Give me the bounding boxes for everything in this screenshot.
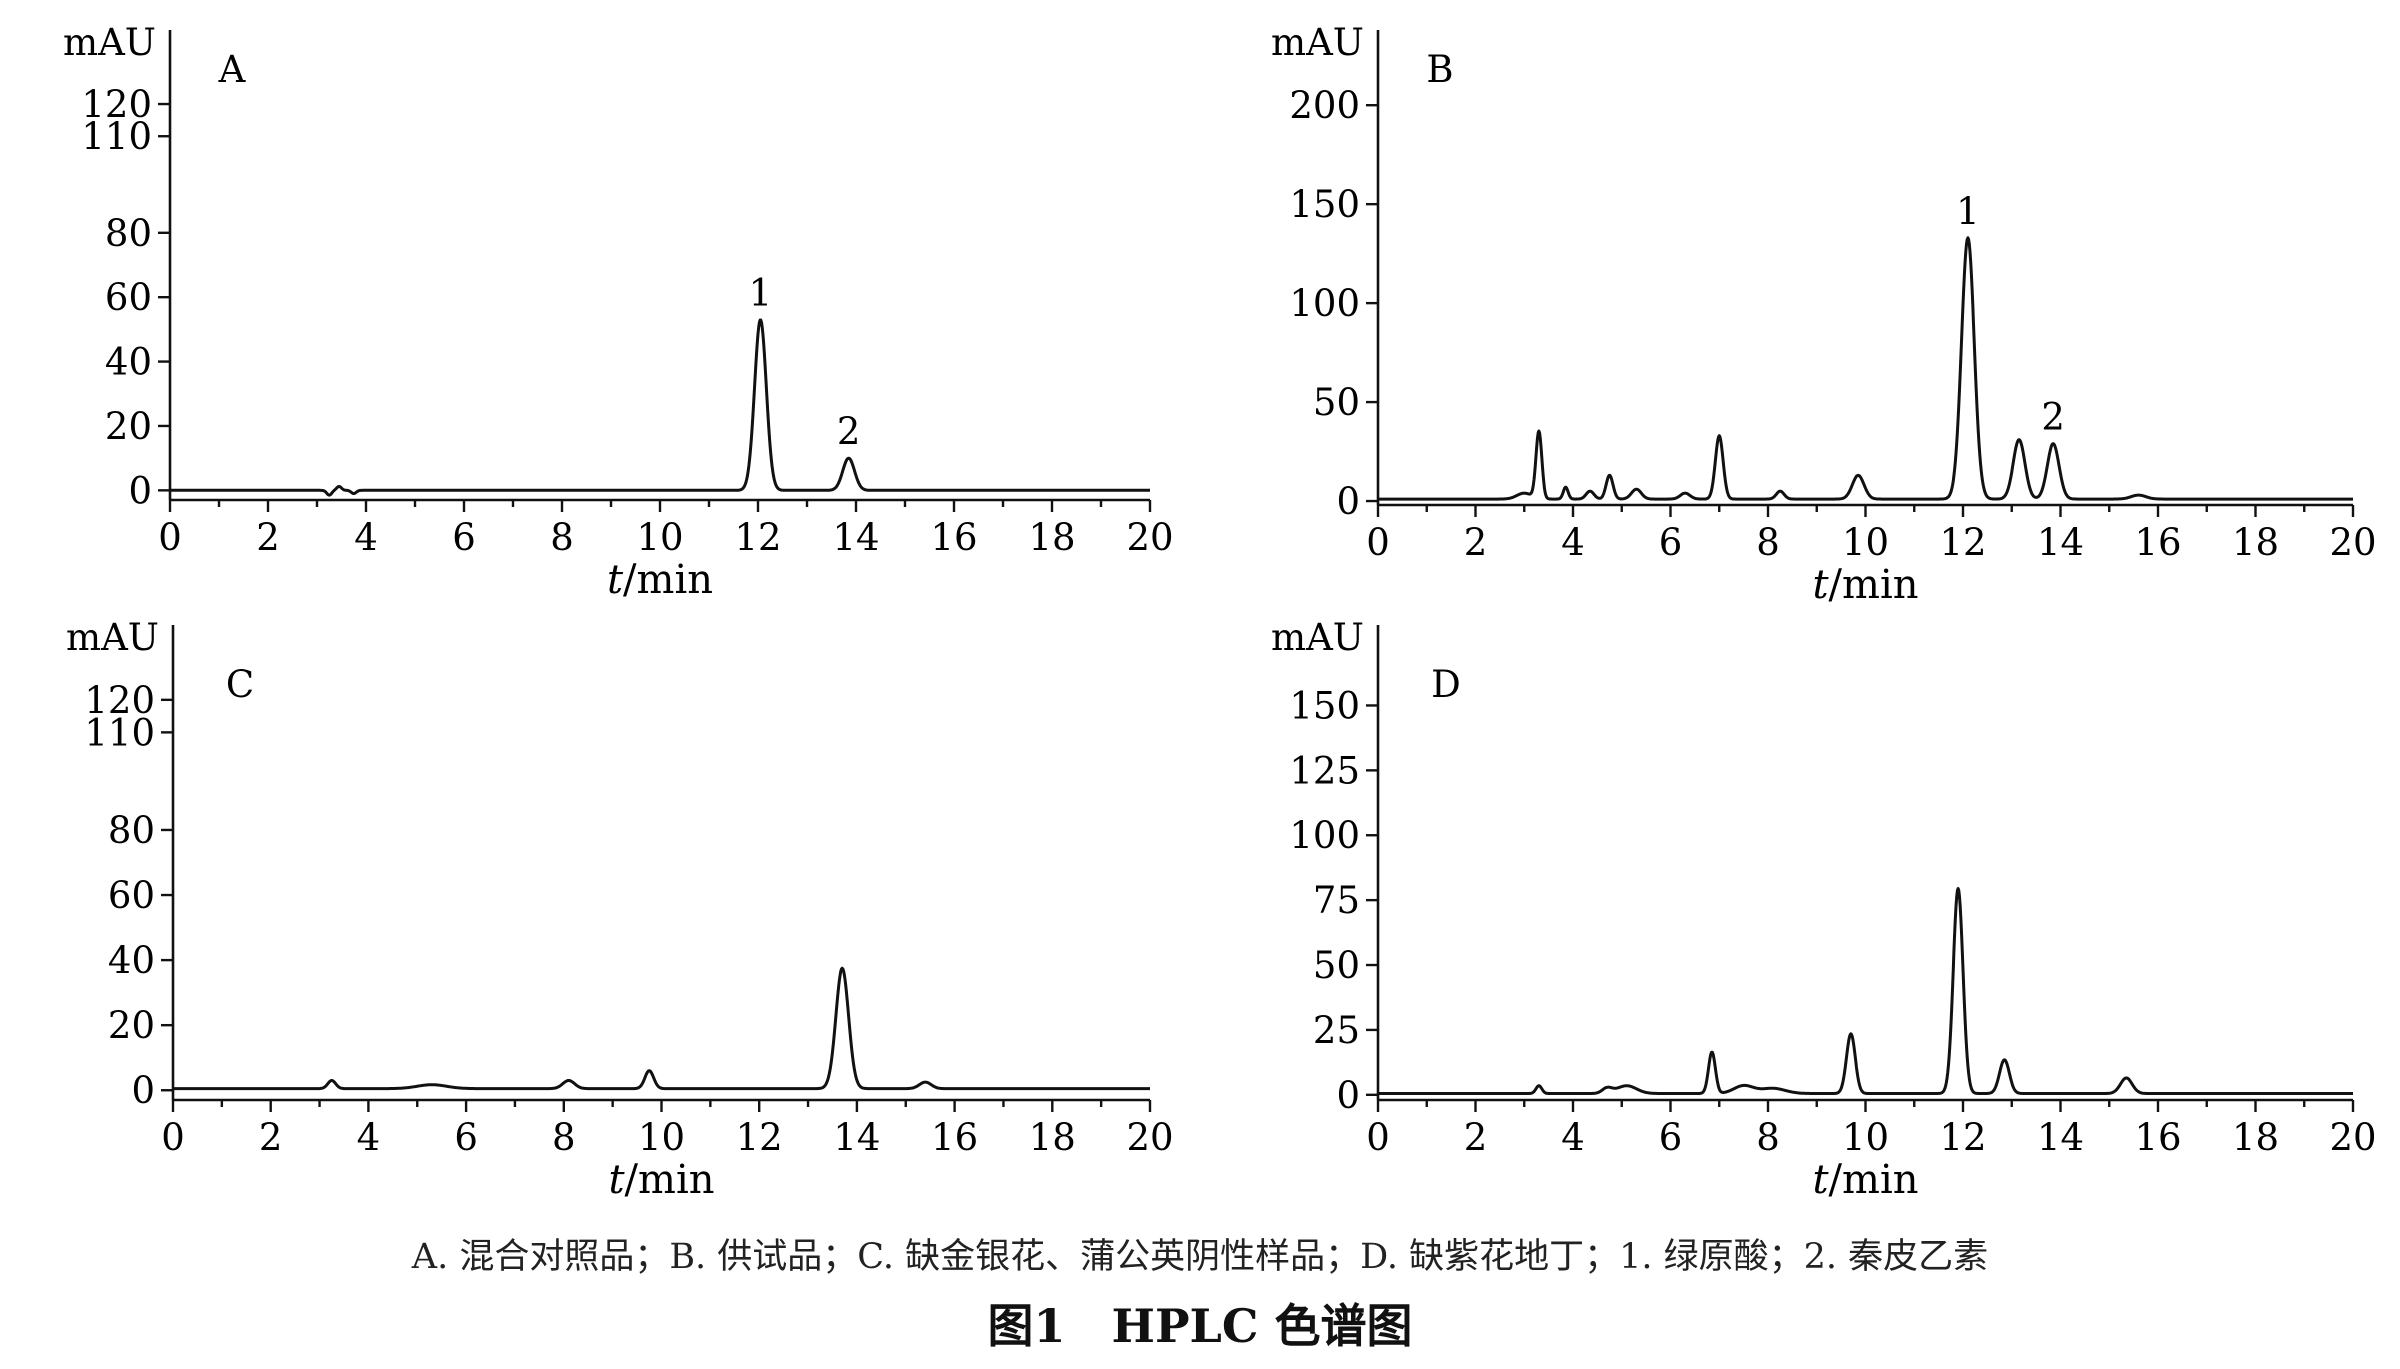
panel-d: 0 2 4 6 8 10 12 14 16 18 20 0 25 50 75 100 125 150 mAU Dt/m…	[1271, 616, 2377, 1203]
panel-a-x-tick-label: 2	[256, 516, 280, 559]
panel-b-letter: B	[1426, 48, 1453, 91]
panel-b-trace	[1377, 236, 2354, 501]
panel-d-y-tick-label: 125	[1289, 749, 1360, 792]
panel-d-y-tick-label: 150	[1289, 684, 1360, 727]
panel-a-y-tick-label: 20	[105, 405, 152, 448]
panel-a-y-tick-label: 60	[105, 276, 152, 319]
panel-d-y-tick-label: 50	[1313, 944, 1360, 987]
panel-b-x-tick-label: 4	[1561, 521, 1585, 564]
panel-c-trace	[172, 966, 1151, 1091]
panel-c-y-tick-label: 110	[84, 711, 155, 754]
panel-c-x-tick-label: 18	[1029, 1116, 1076, 1159]
panel-c-x-tick-label: 4	[357, 1116, 381, 1159]
panel-a-y-tick-label: 80	[105, 212, 152, 255]
panel-d-y-unit: mAU	[1271, 616, 1364, 659]
panel-d-x-tick-label: 4	[1561, 1116, 1585, 1159]
panel-c-y-tick-label: 40	[108, 939, 155, 982]
panel-a-peak-label: 2	[837, 410, 861, 453]
panel-b-peak-label: 1	[1956, 190, 1980, 233]
panel-c-x-tick-label: 6	[454, 1116, 478, 1159]
panel-d-x-tick-label: 10	[1842, 1116, 1889, 1159]
panel-d-y-tick-label: 0	[1336, 1074, 1360, 1117]
panel-a-x-tick-label: 8	[550, 516, 574, 559]
panel-b-y-tick-label: 50	[1313, 381, 1360, 424]
panel-a-x-tick-label: 12	[734, 516, 781, 559]
panel-d-x-tick-label: 0	[1366, 1116, 1390, 1159]
figure-caption: A. 混合对照品；B. 供试品；C. 缺金银花、蒲公英阴性样品；D. 缺紫花地丁…	[411, 1237, 1989, 1277]
panel-c-x-tick-label: 10	[638, 1116, 685, 1159]
panel-c-x-tick-label: 0	[161, 1116, 185, 1159]
panel-c-x-tick-label: 16	[931, 1116, 978, 1159]
panel-d-trace	[1377, 887, 2354, 1095]
panel-c-x-tick-label: 20	[1126, 1116, 1173, 1159]
panel-a-x-tick-label: 0	[158, 516, 182, 559]
panel-a-y-tick-label: 120	[81, 83, 152, 126]
panel-c-x-title: t/min	[608, 1157, 714, 1203]
panel-b-x-tick-label: 20	[2329, 521, 2376, 564]
panel-b-x-tick-label: 6	[1659, 521, 1683, 564]
panel-a-y-unit: mAU	[63, 21, 156, 64]
panel-b-x-tick-label: 2	[1464, 521, 1488, 564]
panel-b-x-tick-label: 12	[1939, 521, 1986, 564]
panel-c-x-tick-label: 12	[736, 1116, 783, 1159]
panel-d-x-tick-label: 6	[1659, 1116, 1683, 1159]
panel-b-y-tick-label: 150	[1289, 183, 1360, 226]
panel-d-x-tick-label: 12	[1939, 1116, 1986, 1159]
panel-b-y-tick-label: 100	[1289, 282, 1360, 325]
panel-c-x-tick-label: 8	[552, 1116, 576, 1159]
panel-c-x-tick-label: 14	[833, 1116, 880, 1159]
panel-b-x-tick-label: 18	[2232, 521, 2279, 564]
panel-d-y-tick-label: 75	[1313, 879, 1360, 922]
panel-a-x-tick-label: 18	[1028, 516, 1075, 559]
panel-b-y-tick-label: 200	[1289, 84, 1360, 127]
panel-a-letter: A	[218, 48, 247, 91]
panel-b-peak-label: 2	[2041, 396, 2065, 439]
panel-d-x-tick-label: 2	[1464, 1116, 1488, 1159]
panel-c-y-unit: mAU	[66, 616, 159, 659]
panel-d-y-tick-label: 100	[1289, 814, 1360, 857]
panel-a-y-tick-label: 110	[81, 115, 152, 158]
panel-a-x-tick-label: 20	[1126, 516, 1173, 559]
panel-a-trace	[169, 318, 1151, 497]
panel-d-x-title: t/min	[1812, 1157, 1918, 1203]
panel-d-y-tick-label: 25	[1313, 1009, 1360, 1052]
panel-a-x-tick-label: 4	[354, 516, 378, 559]
panel-c-y-tick-label: 60	[108, 874, 155, 917]
panel-b-y-unit: mAU	[1271, 21, 1364, 64]
panel-c-y-tick-label: 0	[131, 1069, 155, 1112]
panel-c-y-tick-label: 20	[108, 1004, 155, 1047]
panel-b-x-title: t/min	[1812, 562, 1918, 608]
panel-d-x-tick-label: 8	[1756, 1116, 1780, 1159]
panel-d-letter: D	[1431, 663, 1461, 706]
panel-a-peak-label: 1	[749, 272, 773, 315]
figure-title: 图1 HPLC 色谱图	[987, 1299, 1413, 1353]
panel-a: 0 2 4 6 8 10 12 14 16 18 20020406080110120mAUAt/mi…	[63, 21, 1174, 603]
panel-c-x-tick-label: 2	[259, 1116, 283, 1159]
panel-d-x-tick-label: 20	[2329, 1116, 2376, 1159]
panel-c-y-tick-label: 80	[108, 809, 155, 852]
panel-a-x-title: t/min	[607, 557, 713, 603]
panel-d-x-tick-label: 14	[2037, 1116, 2084, 1159]
panel-b-y-tick-label: 0	[1336, 480, 1360, 523]
panel-b-x-tick-label: 16	[2134, 521, 2181, 564]
panel-a-x-tick-label: 16	[930, 516, 977, 559]
panel-a-x-tick-label: 10	[636, 516, 683, 559]
panel-c-y-tick-label: 120	[84, 679, 155, 722]
panel-a-x-tick-label: 14	[832, 516, 879, 559]
panel-b-x-tick-label: 8	[1756, 521, 1780, 564]
panel-a-y-tick-label: 0	[128, 469, 152, 512]
panel-a-y-tick-label: 40	[105, 341, 152, 384]
panel-d-x-tick-label: 18	[2232, 1116, 2279, 1159]
panel-a-x-tick-label: 6	[452, 516, 476, 559]
panel-d-x-tick-label: 16	[2134, 1116, 2181, 1159]
panel-b-x-tick-label: 0	[1366, 521, 1390, 564]
panel-b-x-tick-label: 10	[1842, 521, 1889, 564]
panel-b-x-tick-label: 14	[2037, 521, 2084, 564]
panel-c-letter: C	[226, 663, 254, 706]
